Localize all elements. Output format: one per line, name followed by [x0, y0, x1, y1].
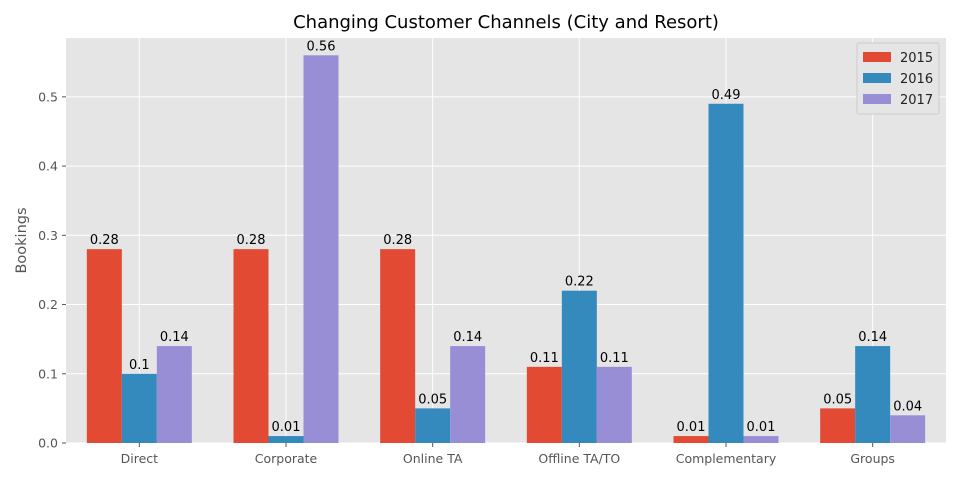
bar: [890, 415, 926, 443]
y-axis-label: Bookings: [14, 207, 30, 273]
data-label: 0.14: [160, 330, 189, 345]
bar: [121, 373, 157, 443]
bar: [708, 103, 744, 444]
y-axis-ticks: 0.0 0.1 0.2 0.3 0.4 0.5: [38, 89, 66, 451]
data-label: 0.14: [858, 330, 887, 345]
y-tick-label: 0.0: [38, 436, 58, 451]
legend: 2015 2016 2017: [856, 42, 940, 115]
x-tick-label: Complementary: [676, 451, 777, 466]
data-label: 0.28: [237, 233, 266, 248]
bar: [596, 366, 632, 443]
x-tick-label: Corporate: [255, 451, 318, 466]
bar: [526, 366, 562, 443]
legend-label: 2017: [900, 93, 933, 108]
bar: [820, 408, 856, 443]
bar: [380, 249, 416, 443]
x-tick-label: Direct: [121, 451, 159, 466]
data-labels: 0.28 0.28 0.28 0.11 0.01 0.05 0.1 0.01 0.05 0.22 0…: [90, 39, 922, 435]
legend-swatch: [863, 73, 891, 83]
data-label: 0.28: [90, 233, 119, 248]
bar: [303, 55, 339, 444]
legend-swatch: [863, 94, 891, 104]
x-tick-label: Online TA: [403, 451, 463, 466]
data-label: 0.01: [677, 420, 706, 435]
data-label: 0.01: [747, 420, 776, 435]
data-label: 0.56: [307, 39, 336, 54]
x-tick-label: Groups: [850, 451, 895, 466]
bar: [673, 436, 709, 443]
bar: [561, 290, 597, 443]
x-tick-label: Offline TA/TO: [538, 451, 620, 466]
bar: [268, 436, 304, 443]
y-tick-label: 0.4: [38, 159, 58, 174]
bars: [86, 55, 926, 444]
data-label: 0.28: [383, 233, 412, 248]
bar: [86, 249, 122, 443]
data-label: 0.22: [565, 275, 594, 290]
y-tick-label: 0.1: [38, 366, 58, 381]
bar: [233, 249, 269, 443]
legend-label: 2015: [900, 51, 933, 66]
data-label: 0.11: [530, 351, 559, 366]
bar: [855, 346, 891, 443]
data-label: 0.14: [453, 330, 482, 345]
bar: [450, 346, 486, 443]
bar: [156, 346, 192, 443]
data-label: 0.01: [272, 420, 301, 435]
y-tick-label: 0.5: [38, 89, 58, 104]
bar: [743, 436, 779, 443]
legend-swatch: [863, 52, 891, 62]
bar: [415, 408, 451, 443]
data-label: 0.05: [418, 392, 447, 407]
chart-title: Changing Customer Channels (City and Res…: [293, 12, 719, 33]
data-label: 0.04: [893, 399, 922, 414]
legend-label: 2016: [900, 72, 933, 87]
data-label: 0.49: [712, 88, 741, 103]
y-tick-label: 0.3: [38, 228, 58, 243]
data-label: 0.05: [823, 392, 852, 407]
y-tick-label: 0.2: [38, 297, 58, 312]
x-axis-ticks: Direct Corporate Online TA Offline TA/TO Com…: [121, 443, 895, 466]
data-label: 0.11: [600, 351, 629, 366]
data-label: 0.1: [129, 358, 150, 373]
plot-background: [66, 38, 946, 443]
